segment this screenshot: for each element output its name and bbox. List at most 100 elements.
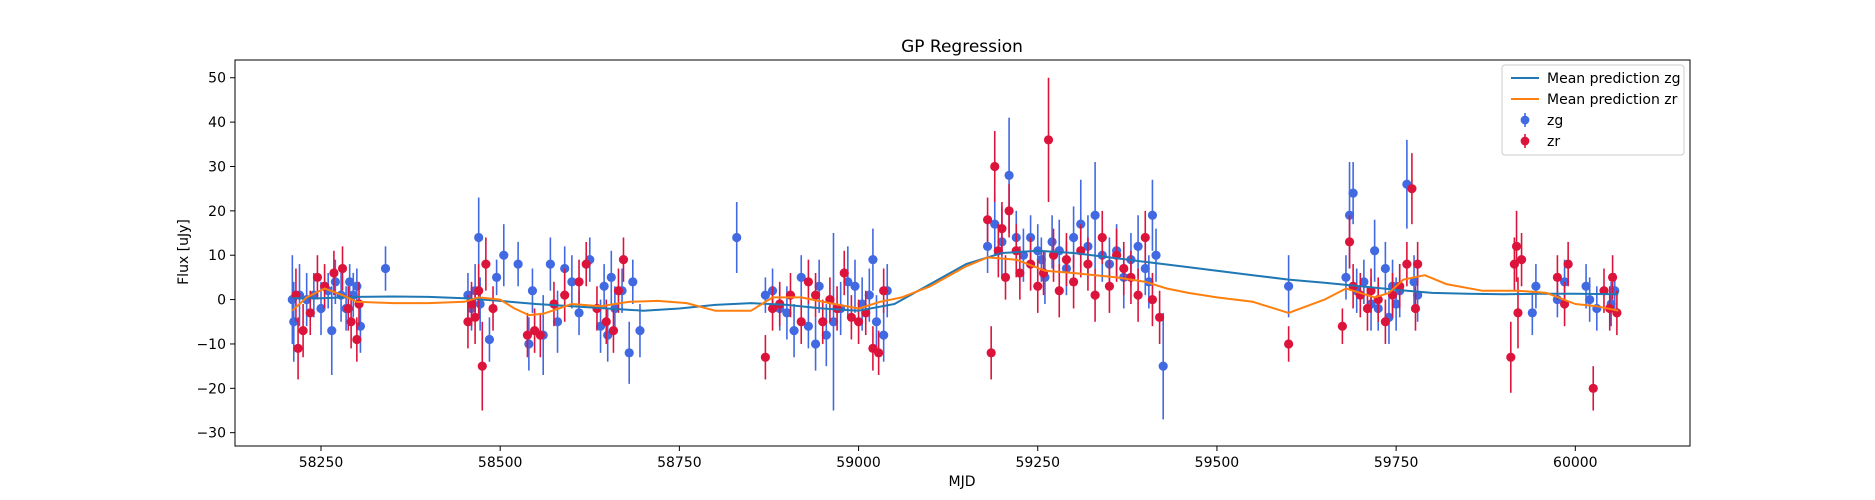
data-point-zg bbox=[635, 326, 645, 336]
plot-inner bbox=[287, 77, 1622, 420]
data-point-zg bbox=[982, 241, 993, 251]
data-point-zg bbox=[864, 290, 874, 300]
data-point-zg bbox=[492, 272, 502, 283]
data-point-zr bbox=[1083, 259, 1093, 269]
data-point-zr bbox=[293, 343, 303, 353]
data-point-zg bbox=[1348, 188, 1358, 198]
data-point-zg bbox=[1581, 281, 1591, 291]
data-point-zg bbox=[990, 219, 1000, 229]
data-point-zg bbox=[599, 281, 609, 291]
data-point-zr bbox=[1000, 272, 1011, 283]
data-point-zr bbox=[982, 215, 993, 225]
data-point-zr bbox=[481, 259, 491, 269]
data-point-zg bbox=[782, 308, 792, 318]
data-point-zg bbox=[474, 232, 484, 243]
data-point-zg bbox=[814, 281, 824, 291]
data-point-zr bbox=[1061, 255, 1072, 265]
data-point-zr bbox=[474, 286, 484, 296]
data-point-zr bbox=[1506, 352, 1516, 362]
data-point-zr bbox=[1004, 206, 1014, 216]
data-point-zr bbox=[298, 326, 308, 336]
data-point-zg bbox=[1585, 294, 1595, 305]
x-tick-label: 59250 bbox=[1015, 455, 1060, 471]
data-point-zg bbox=[1158, 361, 1168, 371]
data-point-zg bbox=[1147, 210, 1158, 220]
data-point-zr bbox=[997, 223, 1007, 234]
legend-label: Mean prediction zg bbox=[1547, 71, 1681, 87]
data-point-zg bbox=[574, 308, 584, 318]
x-tick-label: 59500 bbox=[1195, 455, 1240, 471]
data-point-zr bbox=[1284, 339, 1294, 349]
data-point-zr bbox=[470, 312, 480, 322]
data-point-zr bbox=[466, 299, 477, 309]
y-axis-label: Flux [uJy] bbox=[176, 219, 192, 285]
data-point-zr bbox=[1513, 308, 1523, 318]
data-point-zg bbox=[355, 321, 366, 331]
data-point-zr bbox=[608, 326, 619, 336]
data-point-zg bbox=[1025, 232, 1036, 243]
data-point-zg bbox=[843, 277, 853, 287]
x-tick-label: 58250 bbox=[299, 455, 344, 471]
data-point-zg bbox=[475, 299, 485, 309]
data-point-zg bbox=[352, 281, 362, 291]
data-point-zr bbox=[1011, 246, 1021, 256]
data-point-zg bbox=[821, 330, 831, 340]
data-point-zr bbox=[352, 334, 362, 345]
series-zr bbox=[291, 77, 1622, 411]
data-point-zr bbox=[1511, 241, 1522, 251]
data-point-zr bbox=[1599, 286, 1609, 296]
legend: Mean prediction zg Mean prediction zr zg zr bbox=[1501, 64, 1685, 156]
data-point-zg bbox=[803, 321, 813, 331]
legend-label: Mean prediction zr bbox=[1547, 92, 1678, 108]
data-point-zr bbox=[1068, 277, 1079, 287]
data-point-zg bbox=[524, 339, 534, 349]
data-point-zg bbox=[879, 330, 889, 340]
y-tick-label: 50 bbox=[208, 71, 226, 87]
data-point-zr bbox=[818, 317, 828, 327]
y-tick-label: 0 bbox=[217, 293, 226, 309]
data-point-zg bbox=[796, 272, 806, 283]
data-point-zg bbox=[1090, 210, 1100, 220]
y-tick-label: 20 bbox=[208, 204, 226, 220]
data-point-zg bbox=[380, 263, 391, 274]
data-point-zg bbox=[1527, 308, 1537, 318]
data-point-zr bbox=[1362, 303, 1373, 314]
data-point-zr bbox=[1410, 303, 1421, 314]
data-point-zg bbox=[289, 317, 299, 327]
data-point-zr bbox=[760, 352, 770, 362]
data-point-zr bbox=[874, 348, 884, 358]
data-point-zr bbox=[1119, 263, 1129, 274]
data-point-zr bbox=[1563, 259, 1573, 269]
axes: 58250 58500 58750 59000 59250 59500 59750 60000… bbox=[196, 59, 1691, 471]
data-point-zr bbox=[1090, 290, 1100, 300]
data-point-zr bbox=[1097, 232, 1107, 243]
data-point-zg bbox=[345, 277, 355, 287]
data-point-zr bbox=[846, 312, 857, 322]
data-point-zg bbox=[1284, 281, 1294, 291]
plot-frame bbox=[234, 59, 1691, 447]
data-point-zr bbox=[990, 161, 1000, 172]
data-point-zr bbox=[1155, 312, 1165, 322]
data-point-zg bbox=[1341, 272, 1351, 283]
data-point-zr bbox=[1344, 237, 1355, 247]
data-point-zg bbox=[1018, 250, 1029, 260]
data-point-zr bbox=[1509, 259, 1519, 269]
data-point-zr bbox=[1015, 268, 1025, 278]
data-point-zr bbox=[329, 268, 339, 278]
y-tick-label: 40 bbox=[208, 115, 226, 131]
data-point-zr bbox=[803, 277, 813, 287]
legend-label: zg bbox=[1547, 113, 1563, 129]
data-point-zg bbox=[1370, 246, 1380, 256]
data-point-zg bbox=[1409, 277, 1419, 287]
mean-line-2 bbox=[291, 256, 1619, 317]
data-point-zr bbox=[618, 255, 629, 265]
data-point-zg bbox=[552, 317, 563, 327]
data-point-zr bbox=[305, 308, 315, 318]
data-point-zr bbox=[1104, 281, 1115, 291]
data-point-zr bbox=[560, 290, 570, 300]
data-point-zg bbox=[1531, 281, 1541, 291]
data-point-zr bbox=[312, 272, 323, 283]
data-point-zr bbox=[1043, 135, 1054, 145]
plot-area bbox=[287, 77, 1622, 420]
